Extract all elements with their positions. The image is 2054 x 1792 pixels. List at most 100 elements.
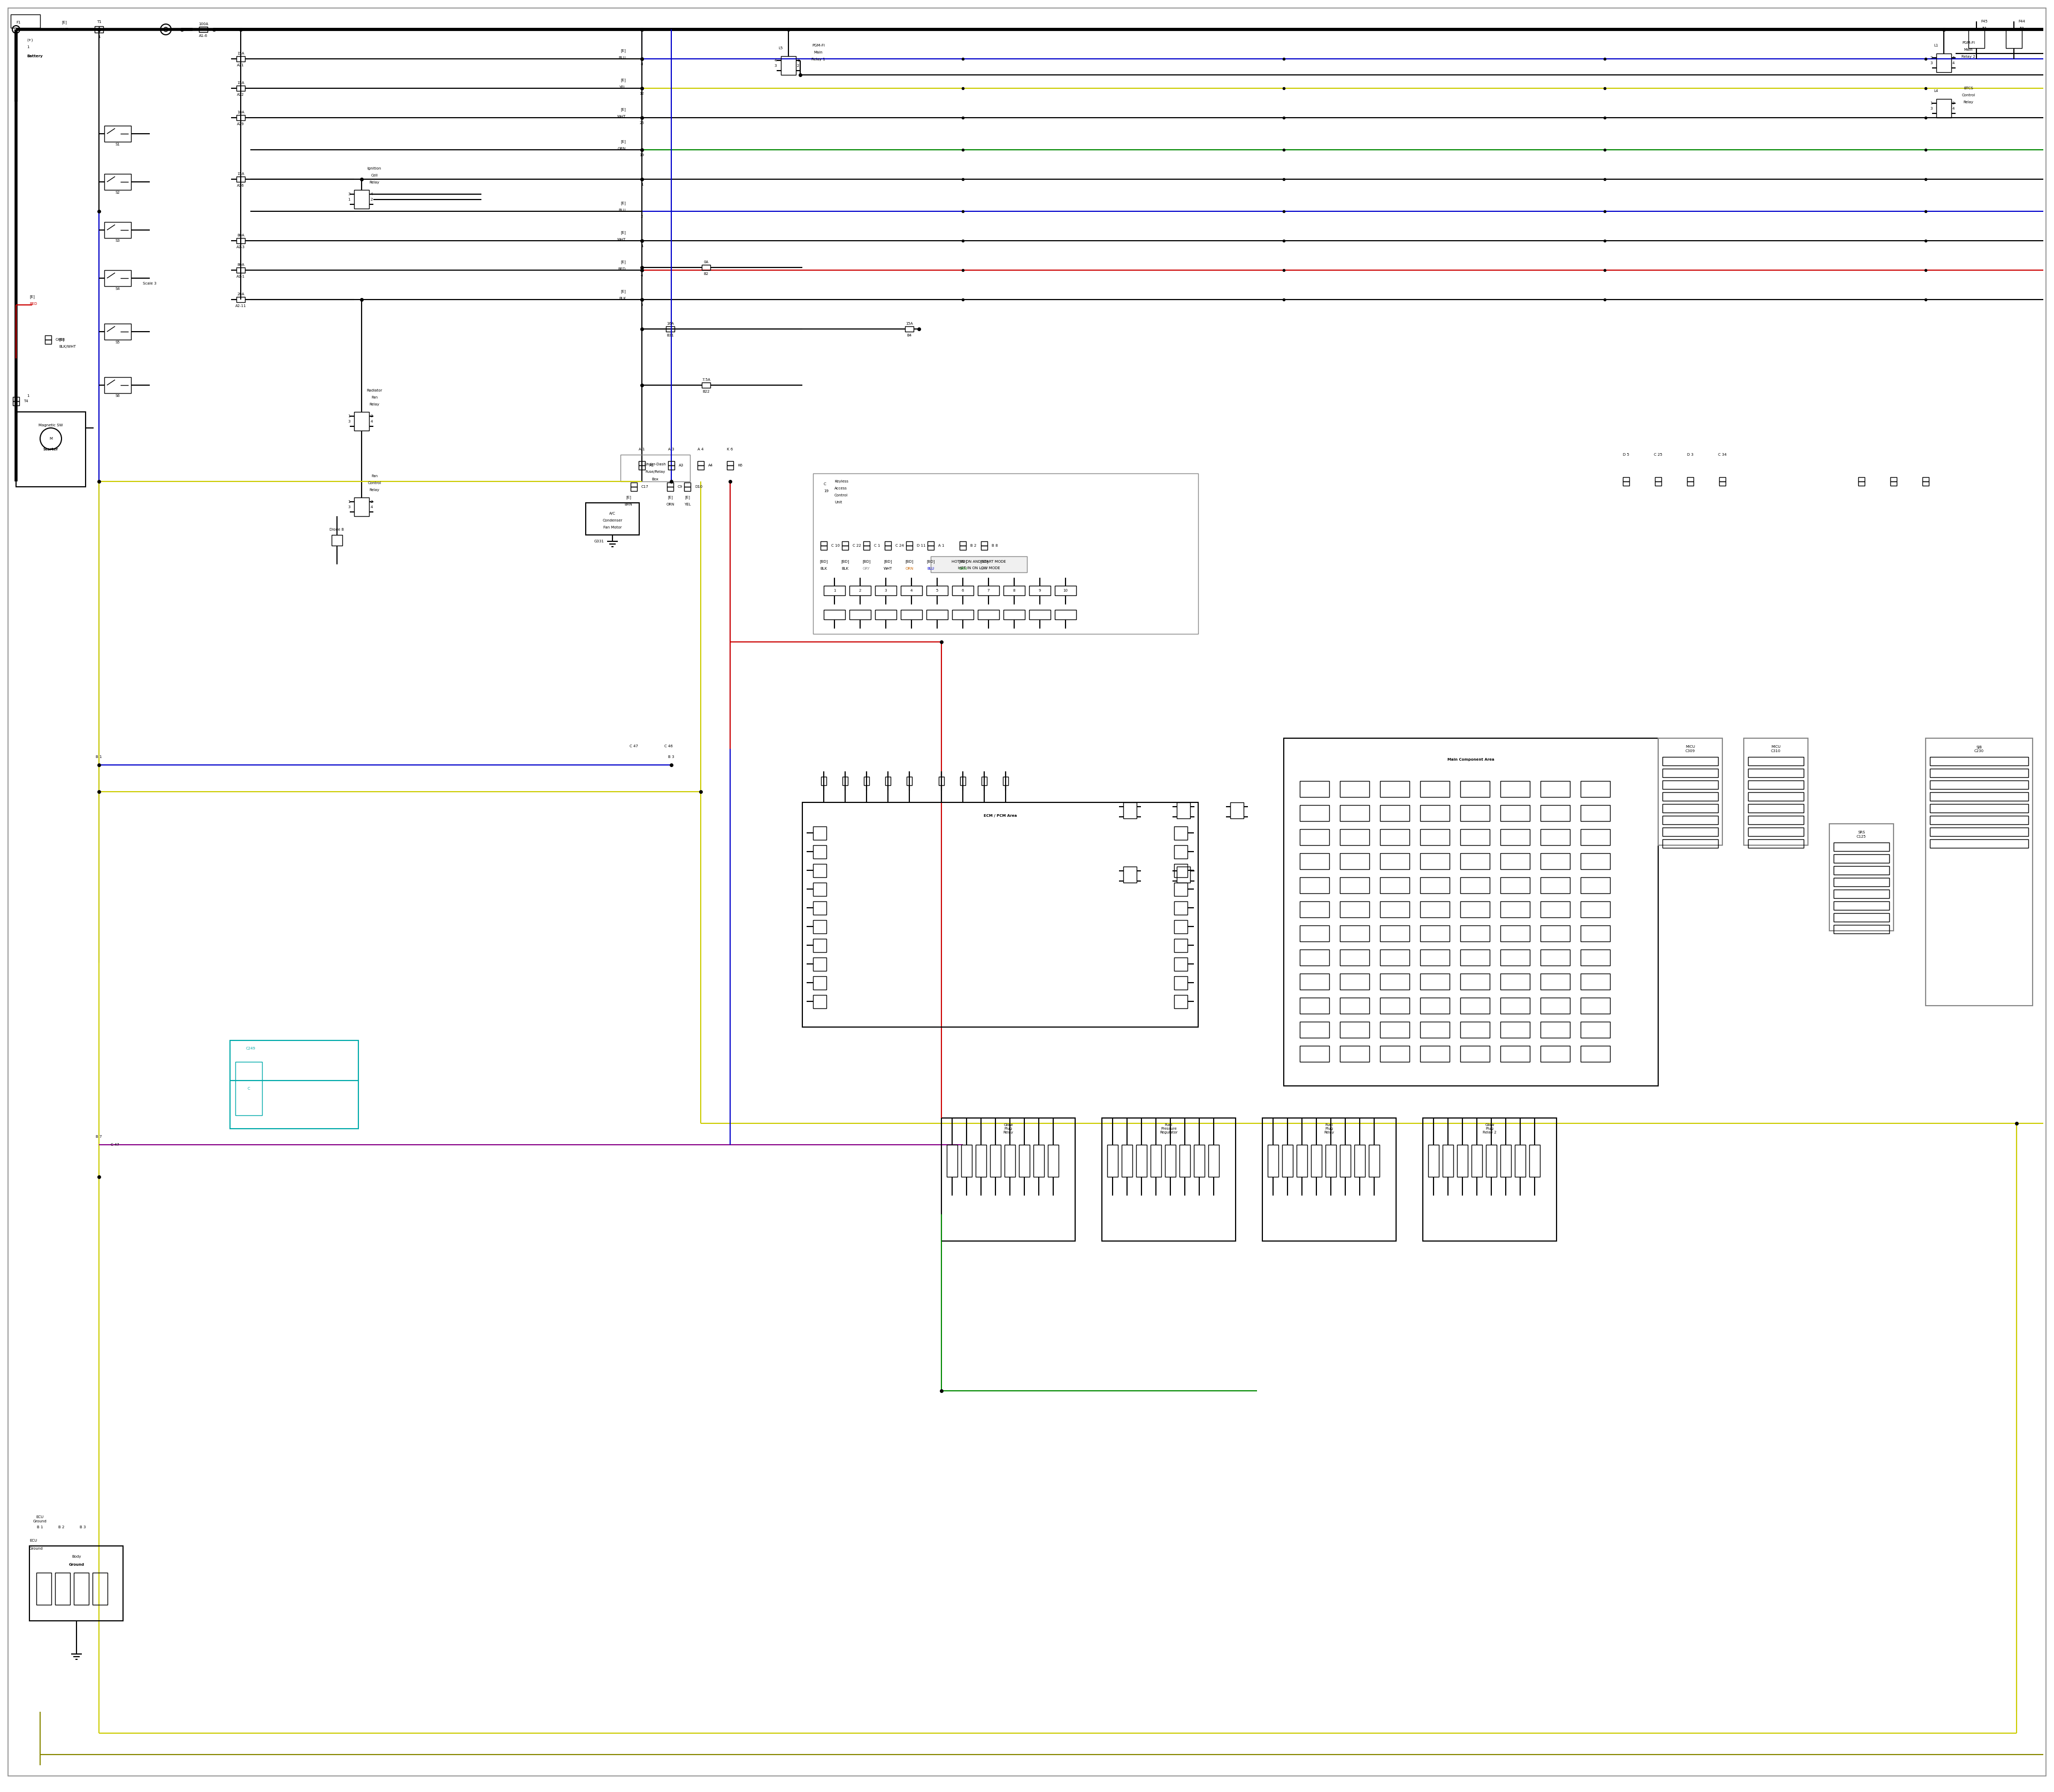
Bar [1540, 925, 1569, 941]
Bar [982, 545, 988, 550]
Bar [976, 1145, 986, 1177]
Bar [199, 27, 207, 32]
Bar [906, 326, 914, 332]
Bar [1300, 878, 1329, 894]
Bar [1339, 781, 1370, 797]
Text: Access: Access [834, 487, 846, 489]
Bar [885, 776, 891, 785]
Text: GRY: GRY [980, 566, 988, 570]
Text: A22: A22 [236, 93, 244, 97]
Text: S5: S5 [115, 340, 119, 344]
Text: MICU
C310: MICU C310 [1771, 745, 1781, 753]
Bar [1931, 792, 2027, 801]
Bar [1175, 995, 1187, 1009]
Text: S3: S3 [115, 238, 119, 242]
Bar [1300, 950, 1329, 966]
Bar [842, 541, 848, 545]
Text: L1: L1 [1935, 43, 1939, 47]
Bar [1124, 867, 1136, 883]
Text: BLK/WHT: BLK/WHT [60, 346, 76, 348]
Bar [813, 864, 826, 878]
Bar [10, 14, 41, 29]
Bar [1419, 998, 1450, 1014]
Bar [1582, 1021, 1610, 1038]
Bar [1380, 830, 1409, 846]
Bar [1499, 1047, 1530, 1063]
Text: 100A: 100A [199, 23, 207, 25]
Bar [1623, 477, 1629, 482]
Bar [698, 466, 705, 470]
Bar [1175, 939, 1187, 952]
Text: 15A: 15A [236, 172, 244, 176]
Bar [1419, 830, 1450, 846]
Text: 15A: 15A [236, 81, 244, 84]
Text: Under-Dash: Under-Dash [645, 462, 665, 466]
Bar [930, 556, 1027, 572]
Text: D 3: D 3 [1686, 453, 1692, 457]
Bar [1658, 738, 1723, 846]
Text: Relay: Relay [370, 403, 380, 407]
Bar [1004, 586, 1025, 595]
Text: Relay: Relay [1964, 100, 1974, 104]
Bar [1499, 853, 1530, 869]
Bar [1267, 1145, 1278, 1177]
Bar [1830, 824, 1894, 930]
Bar [1662, 805, 1717, 812]
Text: A2-11: A2-11 [236, 305, 246, 308]
Text: M: M [49, 437, 53, 441]
Text: Magnetic SW: Magnetic SW [39, 423, 64, 426]
Text: 4: 4 [1953, 56, 1955, 59]
Text: Fan: Fan [372, 475, 378, 478]
Text: [BD]: [BD] [863, 559, 871, 563]
Bar [1339, 853, 1370, 869]
Text: 3: 3 [1931, 108, 1933, 109]
Text: BLU: BLU [926, 566, 935, 570]
Bar [1419, 973, 1450, 989]
Bar [1380, 878, 1409, 894]
Text: A29: A29 [236, 122, 244, 125]
Text: Ignition: Ignition [368, 167, 382, 170]
Text: [E]: [E] [620, 140, 626, 143]
Text: C: C [246, 1088, 251, 1090]
Bar [813, 939, 826, 952]
Bar [820, 545, 828, 550]
Bar [236, 267, 244, 272]
Text: Control: Control [368, 482, 382, 484]
Text: C 24: C 24 [896, 545, 904, 547]
Text: Main Component Area: Main Component Area [1448, 758, 1495, 762]
Text: Control: Control [1962, 93, 1976, 97]
Bar [813, 919, 826, 934]
Text: B 8: B 8 [992, 545, 998, 547]
Bar [55, 1573, 70, 1606]
Bar [781, 56, 797, 75]
Text: (+): (+) [27, 38, 33, 41]
Bar [1339, 998, 1370, 1014]
Bar [813, 977, 826, 989]
Bar [1686, 477, 1692, 482]
Bar [1923, 477, 1929, 482]
Bar [236, 115, 244, 120]
Text: [E]: [E] [620, 108, 626, 111]
Bar [668, 487, 674, 491]
Bar [631, 487, 637, 491]
Text: WHT: WHT [616, 238, 626, 242]
Text: 1: 1 [27, 394, 29, 398]
Bar [1582, 853, 1610, 869]
Bar [1339, 1021, 1370, 1038]
Text: GRN: GRN [618, 147, 626, 151]
Bar [1300, 781, 1329, 797]
Text: D10: D10 [694, 486, 702, 489]
Text: 2: 2 [370, 500, 374, 504]
Bar [1748, 839, 1803, 848]
Text: HOT IN ON AND START MODE: HOT IN ON AND START MODE [951, 561, 1006, 563]
Bar [236, 56, 244, 61]
Text: A2-3: A2-3 [236, 246, 244, 249]
Bar [1033, 1145, 1043, 1177]
Text: 0A: 0A [705, 260, 709, 263]
Bar [941, 1118, 1074, 1242]
Bar [1540, 805, 1569, 821]
Bar [702, 382, 711, 387]
Bar [813, 883, 826, 896]
Text: HOT IN ON LOW MODE: HOT IN ON LOW MODE [957, 566, 1000, 570]
Bar [1582, 998, 1610, 1014]
